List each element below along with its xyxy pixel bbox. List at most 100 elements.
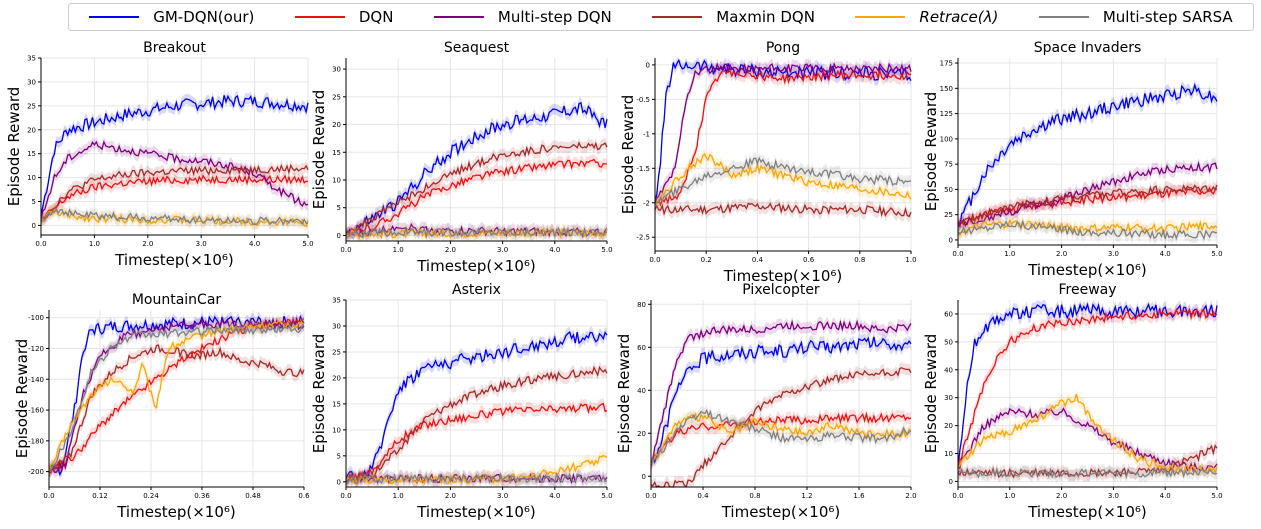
y-tick-label: 15 (332, 400, 341, 408)
legend-label: GM-DQN(our) (153, 8, 255, 26)
y-tick-label: 20 (332, 121, 341, 129)
x-tick-label: 2.0 (1056, 492, 1067, 500)
series-band (655, 197, 911, 223)
series-line (957, 308, 1218, 468)
series-band (958, 304, 1217, 474)
y-tick-label: -2.5 (636, 234, 650, 242)
series-band (651, 331, 911, 472)
x-tick-label: 5.0 (601, 492, 612, 500)
legend-swatch (1038, 16, 1089, 18)
y-tick-label: 35 (27, 55, 36, 63)
legend-swatch (89, 16, 140, 18)
series-line (654, 152, 912, 205)
x-tick-label: 3.0 (497, 246, 508, 254)
x-tick-label: 5.0 (302, 240, 313, 248)
series-band (655, 152, 911, 209)
y-tick-label: 25 (332, 93, 341, 101)
x-tick-label: 0.0 (952, 492, 963, 500)
chart-title: Freeway (1058, 282, 1116, 298)
legend-item: Multi-step DQN (433, 8, 612, 26)
x-tick-label: 5.0 (601, 246, 612, 254)
y-tick-label: 0 (646, 61, 650, 69)
y-tick-label: 150 (940, 85, 953, 93)
x-axis-label: Timestep(×10⁶) (416, 257, 536, 275)
series-line (40, 94, 309, 217)
legend-label: Multi-step DQN (497, 8, 612, 26)
series-band (651, 408, 911, 472)
legend-label: Multi-step SARSA (1102, 8, 1233, 26)
series-line (40, 208, 309, 227)
y-tick-label: 50 (944, 186, 953, 194)
y-tick-label: 25 (332, 348, 341, 356)
y-tick-label: 0 (949, 478, 953, 486)
x-tick-label: 4.0 (1160, 250, 1171, 258)
series-line (957, 184, 1218, 226)
y-tick-label: -120 (28, 345, 44, 353)
x-tick-label: 2.0 (142, 240, 153, 248)
series-line (957, 393, 1218, 476)
y-tick-label: 25 (27, 102, 36, 110)
series-band (41, 90, 308, 222)
x-tick-label: 0.2 (701, 256, 712, 264)
y-tick-label: 60 (637, 344, 646, 352)
series-line (48, 318, 305, 474)
y-tick-label: 5 (32, 198, 36, 206)
y-axis-label: Episode Reward (310, 334, 328, 454)
series-band (41, 170, 308, 226)
legend-label: DQN (358, 8, 394, 26)
y-tick-label: 20 (637, 430, 646, 438)
x-tick-label: 3.0 (196, 240, 207, 248)
legend-swatch (652, 16, 703, 18)
chart-title: Pixelcopter (742, 282, 820, 298)
series-line (48, 324, 305, 473)
x-tick-label: 0.12 (92, 492, 108, 500)
chart-panel: 0.0 1.0 2.0 3.0 4.0 5.0 0 5 10 15 20 25 30 35 Breakout… (5, 40, 314, 269)
chart-panel: 0.0 1.0 2.0 3.0 4.0 5.0 0 10 20 30 40 50 60 Freeway Ti… (922, 282, 1223, 521)
series-line (345, 402, 608, 484)
x-tick-label: 1.6 (853, 492, 865, 500)
legend-item: Multi-step SARSA (1038, 8, 1233, 26)
y-tick-label: -180 (28, 437, 44, 445)
x-tick-label: 1.0 (89, 240, 100, 248)
x-tick-label: 4.0 (549, 492, 560, 500)
x-tick-label: 0.0 (952, 250, 963, 258)
y-tick-label: 5 (337, 452, 341, 460)
series-line (650, 367, 912, 488)
y-tick-label: 40 (637, 387, 646, 395)
chart-title: Breakout (143, 40, 206, 56)
chart-panel: 0.0 1.0 2.0 3.0 4.0 5.0 0 5 10 15 20 25 30 Seaquest Ti… (310, 40, 613, 275)
x-axis-label: Timestep(×10⁶) (1027, 503, 1147, 521)
y-tick-label: 125 (940, 110, 953, 118)
legend-label: Maxmin DQN (716, 8, 815, 26)
series-band (651, 362, 911, 487)
x-axis-label: Timestep(×10⁶) (114, 251, 234, 269)
series-line (957, 302, 1218, 468)
chart-title: MountainCar (132, 292, 222, 308)
x-tick-label: 1.0 (905, 256, 916, 264)
y-tick-label: 10 (27, 174, 36, 182)
y-tick-label: 100 (940, 135, 953, 143)
series-line (650, 336, 912, 466)
x-tick-label: 0.0 (43, 492, 54, 500)
series-line (654, 68, 912, 207)
series-band (346, 326, 607, 487)
y-tick-label: 0 (337, 232, 341, 240)
y-tick-label: 10 (332, 177, 341, 185)
x-tick-label: 0.8 (749, 492, 760, 500)
legend-item: Maxmin DQN (652, 8, 815, 26)
series-line (650, 411, 912, 466)
series-line (40, 208, 308, 226)
y-tick-label: 0 (337, 478, 341, 486)
y-axis-label: Episode Reward (13, 339, 31, 459)
y-tick-label: 20 (332, 374, 341, 382)
x-tick-label: 1.2 (801, 492, 812, 500)
series-line (957, 219, 1218, 241)
x-tick-label: 0.0 (340, 246, 351, 254)
x-tick-label: 1.0 (393, 246, 404, 254)
x-tick-label: 0.4 (697, 492, 709, 500)
series-band (49, 313, 304, 479)
series-line (650, 408, 912, 466)
series-band (49, 314, 304, 478)
x-tick-label: 5.0 (1211, 250, 1222, 258)
